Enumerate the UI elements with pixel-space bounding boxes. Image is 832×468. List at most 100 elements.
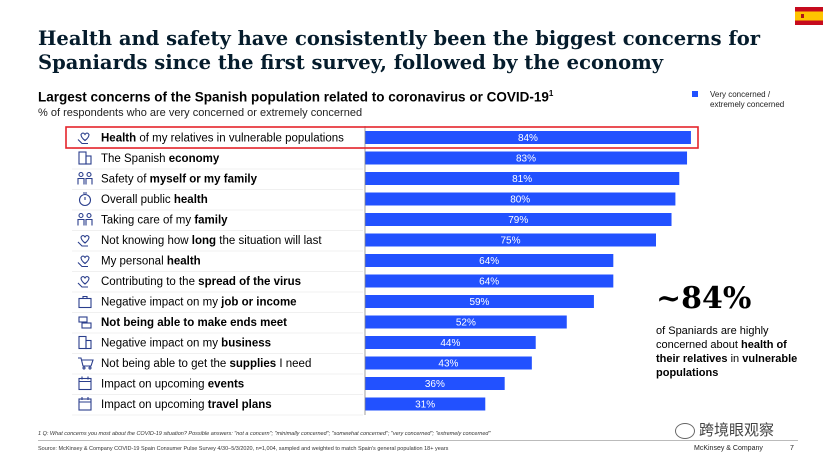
heart-hand-icon — [77, 275, 90, 288]
value-label: 75% — [500, 236, 520, 247]
category-label-part: Not being able to get the — [101, 358, 230, 370]
category-label-part: Negative impact on my — [101, 297, 221, 309]
category-label-part: Health — [101, 133, 136, 145]
bar — [365, 336, 536, 349]
unit-note: % of respondents who are very concerned … — [38, 107, 363, 119]
category-label-part: spread of the virus — [198, 276, 301, 288]
value-label: 43% — [438, 359, 458, 370]
footnote-mark: 1 — [548, 89, 554, 98]
spain-flag-icon — [795, 7, 823, 25]
bar — [365, 213, 672, 226]
category-label-part: Overall public — [101, 194, 174, 206]
category-label-part: the situation will last — [216, 235, 322, 247]
category-label-part: Negative impact on my — [101, 338, 221, 350]
category-label-part: supplies — [230, 358, 277, 370]
legend-label: Very concerned / extremely concerned — [710, 90, 785, 109]
bar — [365, 254, 614, 267]
source-note: Source: McKinsey & Company COVID-19 Spai… — [38, 446, 449, 452]
category-label: Not being able to make ends meet — [101, 317, 287, 329]
category-label-part: Safety of — [101, 174, 150, 186]
category-label-part: health — [167, 256, 201, 268]
wechat-icon — [675, 423, 695, 440]
footnote: 1 Q: What concerns you most about the CO… — [38, 431, 491, 437]
calendar-icon — [78, 376, 92, 391]
category-label-part: health — [174, 194, 208, 206]
value-label: 81% — [512, 174, 532, 185]
category-label-part: family — [194, 215, 228, 227]
category-label-part: Taking care of my — [101, 215, 194, 227]
category-label: Taking care of my family — [101, 215, 228, 227]
bar — [365, 233, 656, 247]
page-number: 7 — [790, 445, 794, 452]
category-label: Contributing to the spread of the virus — [101, 276, 301, 288]
bar — [365, 397, 486, 411]
building-icon — [78, 151, 92, 165]
money-icon — [78, 316, 92, 329]
category-label: Not being able to get the supplies I nee… — [101, 358, 311, 370]
category-label-part: of my relatives in vulnerable population… — [136, 133, 344, 145]
callout-text: of Spaniards are highly concerned about … — [656, 324, 806, 380]
watermark-text: 跨境眼观察 — [699, 422, 775, 439]
chart-subtitle: Largest concerns of the Spanish populati… — [38, 89, 553, 105]
value-label: 84% — [518, 133, 538, 144]
category-label-part: The Spanish — [101, 153, 169, 165]
callout-text-prefix: of Spaniards are highly concerned about — [656, 325, 769, 351]
category-label-part: business — [221, 338, 271, 350]
category-label: Not knowing how long the situation will … — [101, 235, 322, 247]
value-label: 36% — [425, 379, 445, 390]
category-label: Negative impact on my job or income — [101, 297, 297, 309]
family-icon — [77, 212, 93, 226]
category-label-part: Not knowing how — [101, 235, 192, 247]
bar — [365, 295, 594, 308]
watermark: 跨境眼观察 — [675, 419, 774, 440]
category-label: Safety of myself or my family — [101, 174, 258, 186]
category-label: Health of my relatives in vulnerable pop… — [101, 133, 344, 145]
category-label: Impact on upcoming travel plans — [101, 399, 272, 411]
briefcase-icon — [78, 295, 92, 309]
heart-hand-icon — [77, 234, 90, 247]
highlight-box — [65, 126, 699, 149]
bar — [365, 172, 680, 185]
bar — [365, 131, 691, 144]
stopwatch-icon — [78, 192, 92, 207]
value-label: 59% — [469, 297, 489, 308]
bar — [365, 377, 505, 390]
category-label-part: events — [208, 379, 244, 391]
value-label: 64% — [479, 256, 499, 267]
category-label: The Spanish economy — [101, 153, 220, 165]
category-label-part: long — [192, 235, 216, 247]
value-label: 79% — [508, 215, 528, 226]
callout-text-bold2: vulnerable populations — [656, 353, 798, 379]
bar — [365, 274, 614, 288]
footer-divider — [38, 440, 798, 441]
callout-text-bold: health of their relatives — [656, 339, 787, 365]
category-label: Impact on upcoming events — [101, 379, 244, 391]
value-label: 31% — [415, 400, 435, 411]
value-label: 64% — [479, 277, 499, 288]
category-label-part: I need — [276, 358, 311, 370]
family-icon — [77, 171, 93, 185]
category-label-part: Not being able to make ends meet — [101, 317, 287, 329]
value-label: 83% — [516, 154, 536, 165]
legend-swatch — [692, 91, 698, 97]
category-label: My personal health — [101, 256, 201, 268]
brand-name: McKinsey & Company — [694, 445, 763, 452]
value-label: 44% — [440, 338, 460, 349]
category-label: Negative impact on my business — [101, 338, 271, 350]
bar — [365, 151, 688, 165]
building-icon — [78, 335, 92, 350]
value-label: 52% — [456, 318, 476, 329]
category-label-part: job or income — [220, 297, 296, 309]
category-label-part: Impact on upcoming — [101, 399, 208, 411]
callout-text-mid: in — [727, 353, 743, 365]
bar — [365, 315, 567, 329]
calendar-icon — [78, 397, 92, 411]
category-label-part: Impact on upcoming — [101, 379, 208, 391]
heart-hand-icon — [77, 132, 90, 145]
value-label: 80% — [510, 195, 530, 206]
page-title: Health and safety have consistently been… — [38, 27, 761, 74]
category-label-part: travel plans — [208, 399, 272, 411]
callout-percentage: ~84% — [656, 281, 752, 316]
category-label-part: economy — [169, 153, 220, 165]
